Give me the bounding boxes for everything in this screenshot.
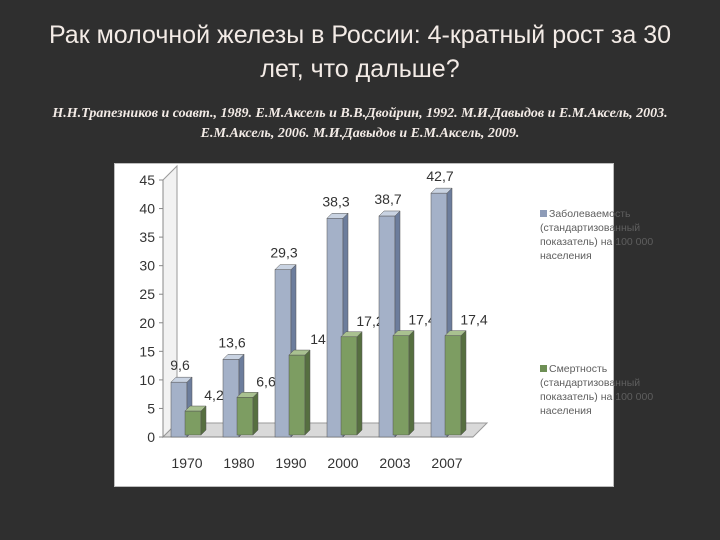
data-label-incidence: 42,7 xyxy=(426,168,453,184)
bar-mortality-1990 xyxy=(288,349,311,436)
bar-incidence-front xyxy=(274,269,292,438)
data-label-mortality: 4,2 xyxy=(204,387,224,403)
legend-incidence-line-1: Заболеваемость xyxy=(549,208,631,220)
bar-mortality-side xyxy=(408,330,415,436)
bar-mortality-front xyxy=(184,410,202,436)
x-tick-label: 1990 xyxy=(275,455,306,471)
bar-mortality-side xyxy=(460,330,467,436)
bar-mortality-2007 xyxy=(444,330,467,436)
bar-incidence-top xyxy=(170,376,193,383)
legend-incidence-line-4: населения xyxy=(540,250,592,262)
bar-mortality-top xyxy=(236,392,259,398)
bar-mortality-side xyxy=(356,331,363,436)
legend-mortality-line-3: показатель) на 100 000 xyxy=(540,391,654,403)
bar-mortality-front xyxy=(340,336,358,436)
data-label-mortality: 6,6 xyxy=(256,373,276,389)
data-label-incidence: 29,3 xyxy=(270,245,297,261)
slide-title: Рак молочной железы в России: 4-кратный … xyxy=(48,21,672,83)
data-label-incidence: 9,6 xyxy=(170,357,190,373)
bar-mortality-front xyxy=(444,335,462,436)
bar-mortality-top xyxy=(288,349,311,356)
data-label-incidence: 38,7 xyxy=(374,191,401,207)
x-tick-label: 2007 xyxy=(431,455,462,471)
data-label-mortality: 14 xyxy=(310,331,326,347)
legend-incidence: Заболеваемость (стандартизованный показа… xyxy=(540,207,680,263)
bar-incidence-top xyxy=(326,213,349,219)
bar-mortality-top xyxy=(444,330,467,336)
y-tick-label: 20 xyxy=(139,315,155,331)
y-tick-label: 0 xyxy=(147,429,155,445)
legend-incidence-line-3: показатель) на 100 000 xyxy=(540,236,654,248)
bar-mortality-front xyxy=(288,354,306,436)
data-label-incidence: 38,3 xyxy=(322,193,349,209)
data-label-mortality: 17,4 xyxy=(460,312,487,328)
data-label-mortality: 17,2 xyxy=(356,313,383,329)
x-tick-label: 1970 xyxy=(171,455,202,471)
bar-incidence-top xyxy=(222,354,245,360)
bar-mortality-top xyxy=(184,405,207,412)
bar-mortality-front xyxy=(236,397,254,436)
bar-incidence-front xyxy=(326,218,344,438)
x-tick-label: 2000 xyxy=(327,455,358,471)
x-tick-label: 1980 xyxy=(223,455,254,471)
x-tick-label: 2003 xyxy=(379,455,410,471)
source-citation: Н.Н.Трапезников и соавт., 1989. Е.М.Аксе… xyxy=(52,106,668,141)
y-tick-label: 35 xyxy=(139,229,155,245)
legend-mortality-line-1: Смертность xyxy=(549,363,608,375)
bar-incidence-front xyxy=(170,381,188,438)
y-tick-label: 25 xyxy=(139,286,155,302)
legend-mortality-line-2: (стандартизованный xyxy=(540,377,641,389)
data-label-incidence: 13,6 xyxy=(218,334,245,350)
bar-incidence-2003 xyxy=(378,210,401,438)
legend-incidence-swatch xyxy=(540,210,547,217)
bar-mortality-1970 xyxy=(184,405,207,436)
bar-mortality-side xyxy=(252,391,259,436)
y-tick-label: 45 xyxy=(139,172,155,188)
bar-incidence-top xyxy=(378,210,401,217)
bar-mortality-top xyxy=(340,331,363,338)
bar-mortality-top xyxy=(392,330,415,336)
bar-mortality-side xyxy=(304,349,311,436)
bar-incidence-top xyxy=(430,187,453,194)
bar-mortality-front xyxy=(392,335,410,436)
y-tick-label: 15 xyxy=(139,343,155,359)
y-tick-label: 10 xyxy=(139,372,155,388)
legend-mortality-swatch xyxy=(540,365,547,372)
bar-incidence-front xyxy=(378,215,396,438)
bar-mortality-2003 xyxy=(392,330,415,436)
y-tick-label: 40 xyxy=(139,201,155,217)
bar-mortality-1980 xyxy=(236,391,259,436)
legend-incidence-line-2: (стандартизованный xyxy=(540,222,641,234)
bar-incidence-top xyxy=(274,264,297,270)
y-tick-label: 30 xyxy=(139,258,155,274)
data-label-mortality: 17,4 xyxy=(408,312,435,328)
bar-incidence-front xyxy=(222,359,240,438)
legend-mortality: Смертность (стандартизованный показатель… xyxy=(540,362,680,418)
bar-incidence-1980 xyxy=(222,353,245,438)
bar-mortality-2000 xyxy=(340,331,363,436)
y-tick-label: 5 xyxy=(147,400,155,416)
legend-mortality-line-4: населения xyxy=(540,405,592,417)
bar-incidence-front xyxy=(430,192,448,438)
